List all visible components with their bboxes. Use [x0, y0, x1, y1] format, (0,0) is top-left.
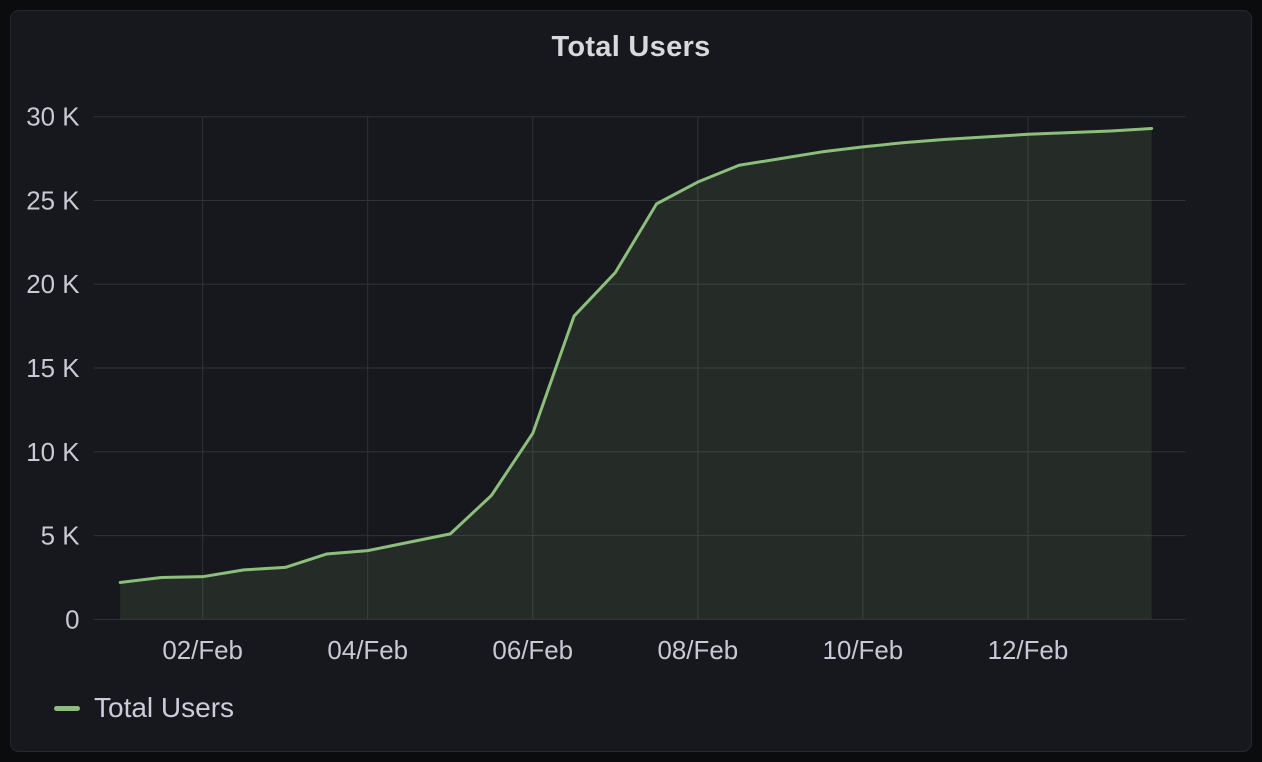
- x-axis-tick-label: 02/Feb: [162, 637, 243, 665]
- y-axis-tick-label: 0: [65, 606, 79, 634]
- legend-series-label: Total Users: [94, 692, 235, 723]
- legend-item-total-users[interactable]: Total Users: [54, 691, 234, 725]
- x-axis-tick-label: 12/Feb: [988, 637, 1069, 665]
- x-axis-tick-label: 08/Feb: [657, 637, 738, 665]
- y-axis-tick-label: 10 K: [26, 439, 79, 467]
- series-area-fill: [120, 128, 1152, 620]
- chart-panel: Total Users 0 5 K 10 K 15 K 20 K 25 K 30 K 02/F…: [10, 10, 1252, 752]
- y-axis-tick-label: 25 K: [26, 187, 79, 215]
- x-axis-tick-label: 04/Feb: [327, 637, 408, 665]
- y-axis-tick-label: 30 K: [26, 104, 79, 132]
- y-axis-tick-label: 15 K: [26, 355, 79, 383]
- x-axis-tick-label: 06/Feb: [492, 637, 573, 665]
- series-line-total-users: [118, 126, 1154, 584]
- panel-title[interactable]: Total Users: [551, 31, 711, 63]
- y-axis-tick-label: 5 K: [41, 523, 80, 551]
- x-axis-tick-label: 10/Feb: [823, 637, 904, 665]
- legend-series-swatch: [54, 705, 80, 711]
- time-series-chart[interactable]: 0 5 K 10 K 15 K 20 K 25 K 30 K 02/Feb 04/Feb 06/F…: [11, 11, 1251, 751]
- y-axis-tick-label: 20 K: [26, 271, 79, 299]
